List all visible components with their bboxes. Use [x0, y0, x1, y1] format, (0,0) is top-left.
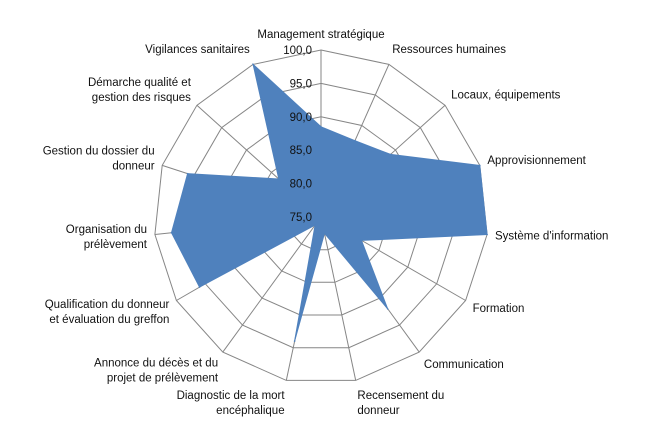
data-point	[252, 63, 254, 66]
category-label-line: Communication	[424, 359, 504, 371]
category-label-line: Diagnostic de la mort	[177, 390, 286, 402]
category-label: Gestion du dossier du donneur	[43, 145, 155, 172]
category-label-line: projet de prélèvement	[107, 373, 219, 385]
category-label-line: Démarche qualité et	[88, 77, 192, 89]
category-label-line: Formation	[473, 303, 525, 315]
data-point	[354, 139, 356, 142]
category-label-line: Annonce du décès et du	[94, 358, 218, 370]
tick-label: 100,0	[283, 45, 312, 57]
category-label: Vigilances sanitaires	[145, 44, 250, 56]
grid-spoke	[222, 216, 322, 353]
data-point	[360, 239, 363, 242]
category-label-line: Organisation du	[66, 224, 147, 236]
data-point	[323, 232, 326, 235]
category-label-line: Recensement du	[357, 390, 444, 402]
data-point	[314, 224, 316, 226]
category-label: Annonce du décès et du projet de prélèvem…	[94, 358, 219, 385]
category-label: Ressources humaines	[392, 44, 506, 56]
data-point	[293, 340, 296, 342]
category-label-line: et évaluation du greffon	[49, 314, 169, 326]
category-label-line: prélèvement	[84, 239, 148, 251]
category-labels: Management stratégique Ressources humaine…	[43, 29, 609, 417]
category-label-line: gestion des risques	[92, 92, 191, 104]
category-label-line: Gestion du dossier du	[43, 145, 155, 157]
data-point	[386, 308, 389, 310]
category-label-line: Système d'information	[495, 231, 608, 243]
category-label-line: Locaux, équipements	[451, 89, 561, 101]
grid-spoke	[320, 216, 357, 381]
tick-label: 90,0	[290, 112, 312, 124]
category-label: Formation	[473, 303, 525, 315]
data-point	[320, 126, 322, 128]
category-label: Recensement du donneur	[357, 390, 444, 417]
data-point	[198, 286, 201, 288]
category-label: Organisation du prélèvement	[66, 224, 148, 251]
category-label: Système d'information	[495, 231, 608, 243]
category-label-line: Ressources humaines	[392, 44, 506, 56]
series-polygon	[170, 62, 488, 342]
tick-label: 80,0	[290, 179, 312, 191]
category-label-line: Approvisionnement	[487, 155, 586, 167]
data-point	[479, 164, 481, 167]
tick-label: 85,0	[290, 145, 312, 157]
category-label: Locaux, équipements	[451, 89, 561, 101]
category-label: Management stratégique	[257, 29, 384, 41]
tick-label: 95,0	[290, 78, 312, 90]
category-label-line: donneur	[357, 405, 399, 417]
data-point	[170, 231, 173, 234]
grid-ring	[154, 49, 488, 381]
category-label: Communication	[424, 359, 504, 371]
tick-label: 75,0	[290, 212, 312, 224]
grid-ring	[187, 82, 455, 349]
category-label: Qualification du donneur et évaluation du…	[45, 299, 170, 326]
category-label-line: Management stratégique	[257, 29, 384, 41]
series-area	[170, 62, 488, 342]
category-label-line: encéphalique	[216, 405, 284, 417]
category-label: Démarche qualité et gestion des risques	[88, 77, 192, 104]
data-point	[186, 172, 189, 175]
category-label-line: Qualification du donneur	[45, 299, 170, 311]
category-label: Diagnostic de la mort encéphalique	[177, 390, 286, 417]
data-point	[389, 153, 392, 156]
category-label-line: donneur	[112, 160, 154, 172]
radial-tick-labels: 75,0 80,0 85,0 90,0 95,0 100,0	[283, 45, 312, 224]
category-label-line: Vigilances sanitaires	[145, 44, 250, 56]
category-label: Approvisionnement	[487, 155, 586, 167]
data-point	[278, 178, 280, 180]
data-point	[486, 233, 488, 236]
